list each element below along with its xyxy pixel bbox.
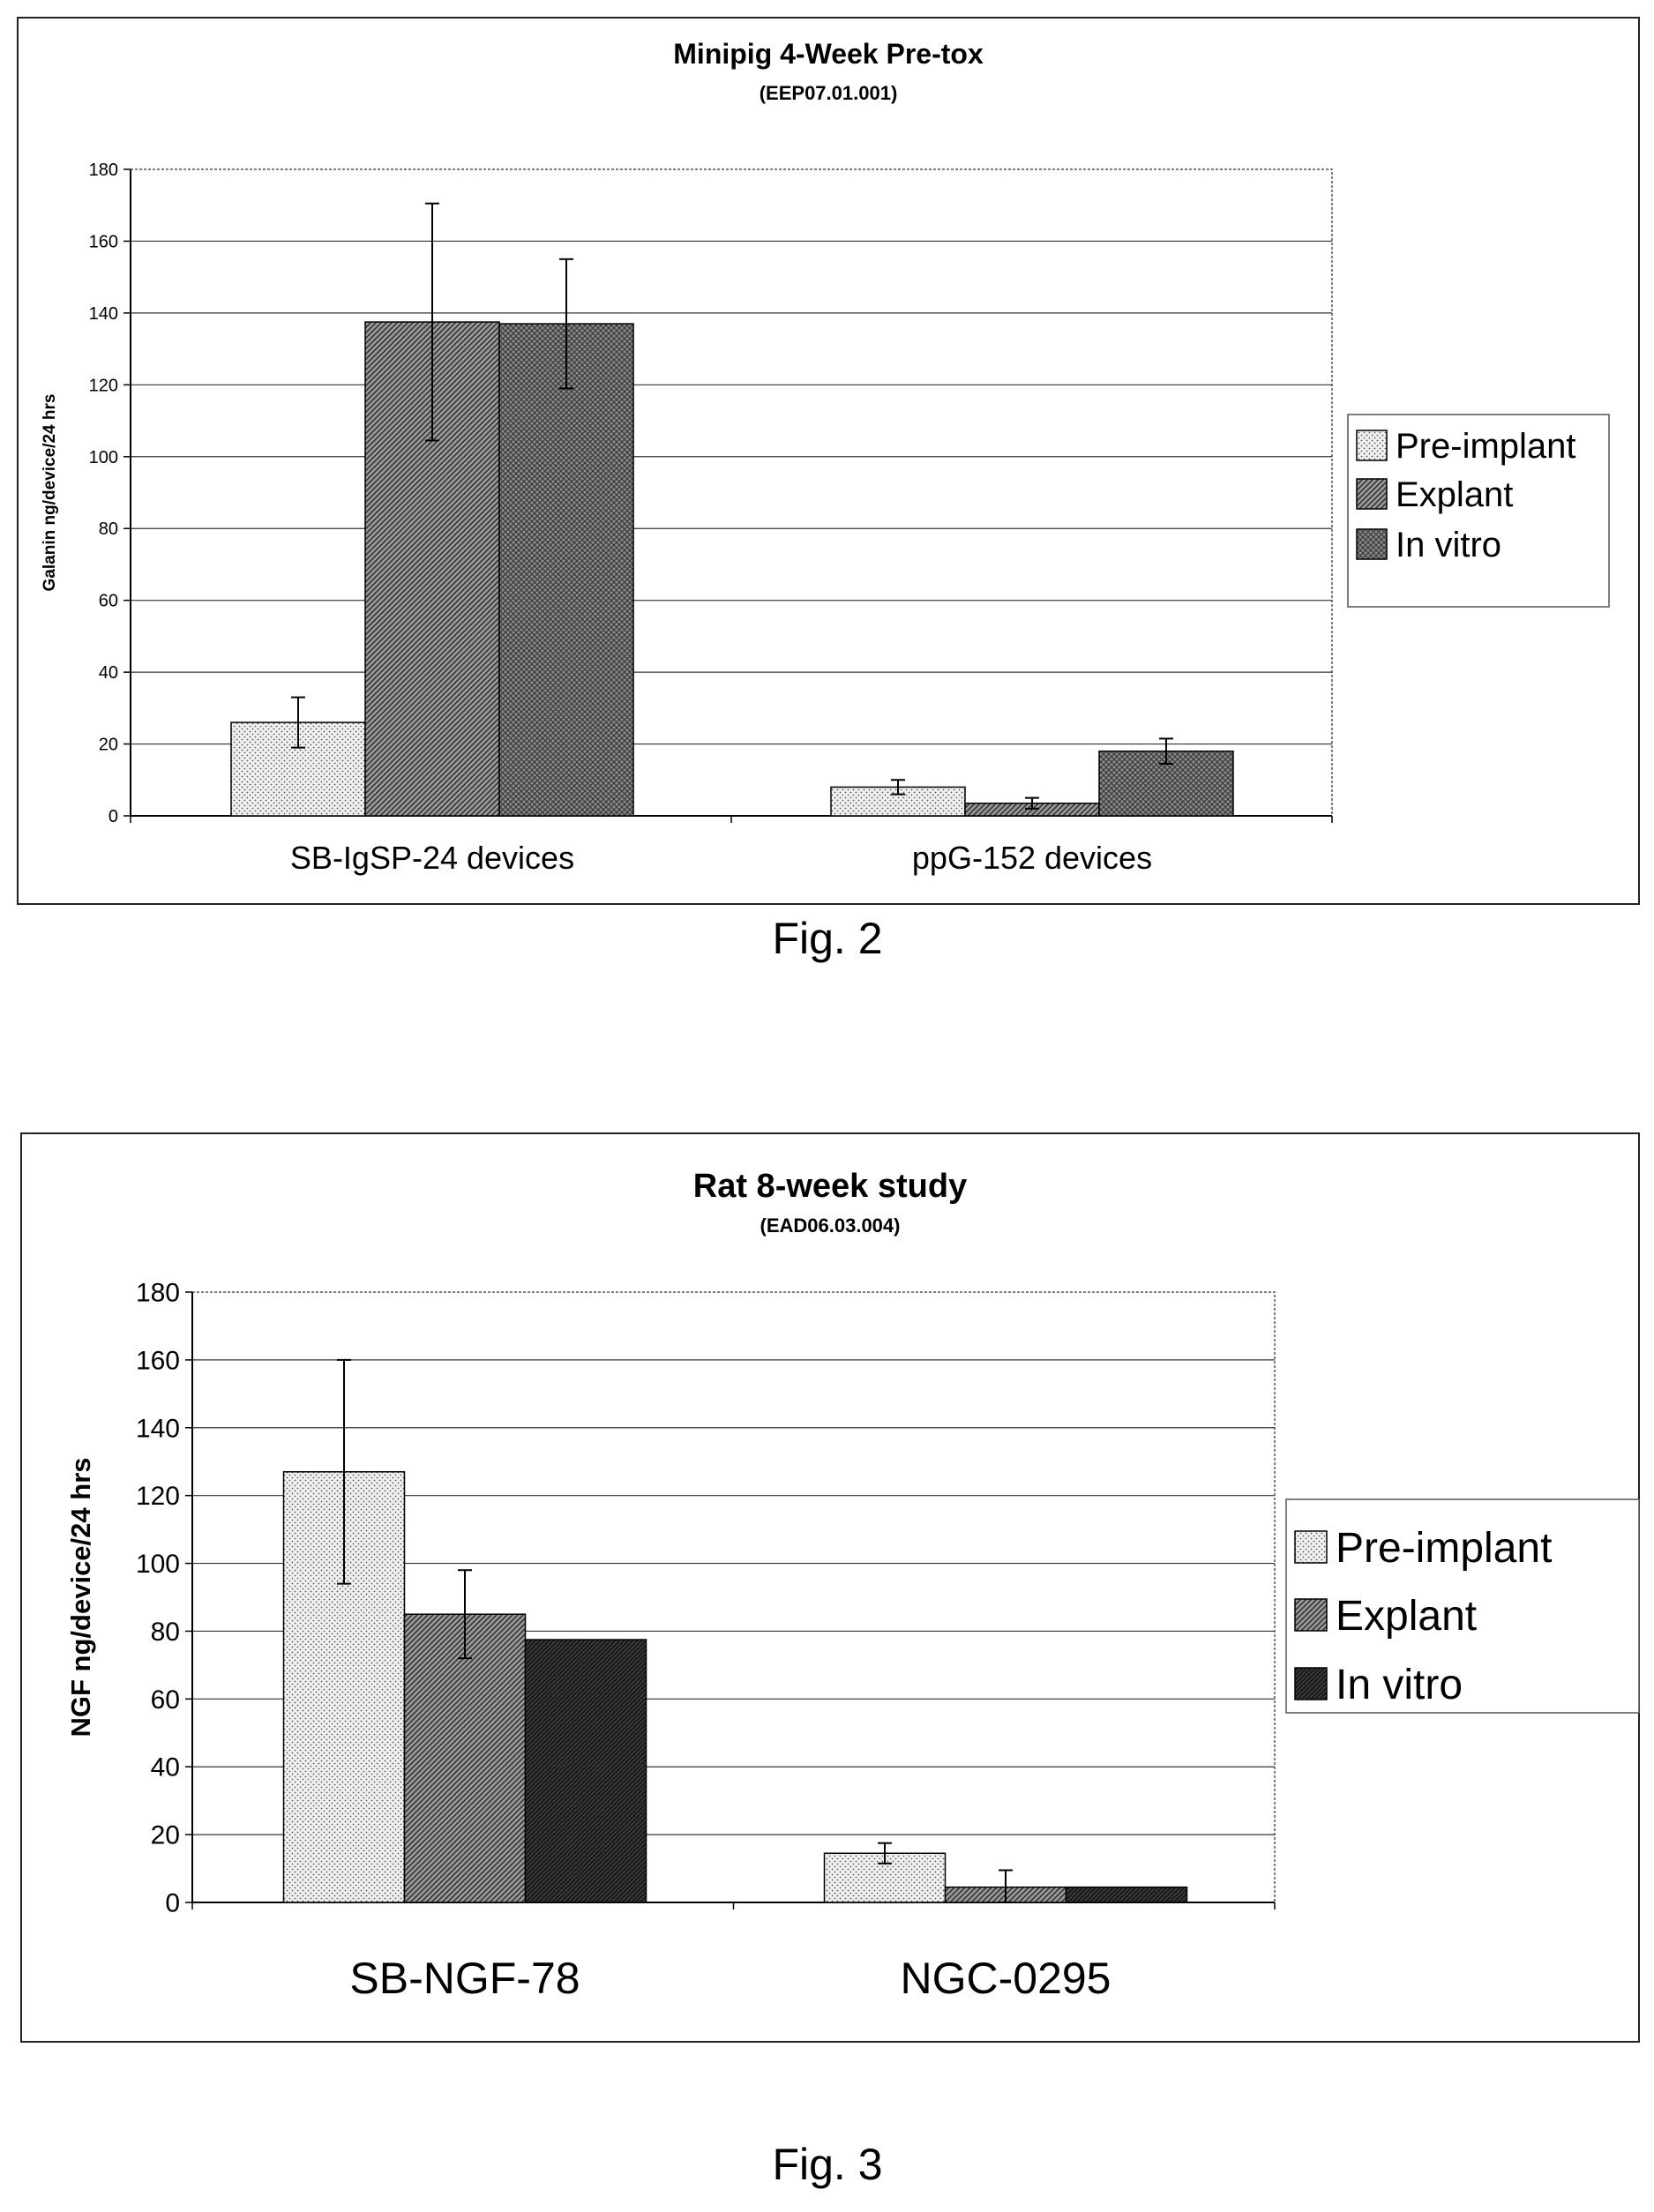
category-label: ppG-152 devices: [912, 840, 1152, 876]
bar: [524, 1639, 647, 1903]
legend-label: Pre-implant: [1396, 427, 1576, 466]
y-axis-label: NGF ng/device/24 hrs: [65, 1458, 96, 1737]
y-tick-label: 160: [136, 1346, 180, 1375]
legend-swatch: [1294, 1530, 1328, 1564]
y-tick-label: 60: [151, 1685, 180, 1715]
category-label: SB-IgSP-24 devices: [290, 840, 574, 876]
y-tick-label: 180: [136, 1279, 180, 1308]
legend-swatch: [1294, 1667, 1328, 1700]
figure-caption-1: Fig. 2: [772, 914, 883, 963]
y-tick-label: 160: [89, 232, 118, 251]
y-tick-label: 20: [99, 736, 118, 755]
y-tick-label: 140: [89, 304, 118, 324]
y-tick-label: 80: [99, 519, 118, 539]
category-label: SB-NGF-78: [349, 1954, 580, 2003]
legend-label: In vitro: [1396, 526, 1501, 564]
bar: [498, 323, 634, 817]
y-tick-label: 80: [151, 1618, 180, 1647]
legend-label: Explant: [1396, 475, 1513, 514]
legend-label: Pre-implant: [1336, 1525, 1552, 1572]
y-tick-label: 180: [89, 161, 118, 180]
legend-swatch: [1356, 478, 1388, 510]
legend-swatch: [1356, 528, 1388, 560]
legend-box: [1347, 414, 1610, 608]
y-tick-label: 20: [151, 1821, 180, 1850]
plot-area: [130, 168, 1333, 817]
y-tick-label: 60: [99, 592, 118, 611]
chart-1: Minipig 4-Week Pre-tox (EEP07.01.001) 0 20 4…: [17, 17, 1640, 905]
category-label: NGC-0295: [901, 1954, 1111, 2003]
y-tick-label: 120: [136, 1482, 180, 1511]
y-tick-label: 140: [136, 1414, 180, 1443]
y-tick-label: 40: [99, 663, 118, 683]
y-tick-label: 100: [136, 1550, 180, 1579]
y-tick-label: 100: [89, 448, 118, 467]
chart-title: Minipig 4-Week Pre-tox: [673, 38, 984, 70]
y-tick-label: 0: [165, 1889, 180, 1918]
figure-caption-2: Fig. 3: [772, 2140, 883, 2189]
chart-title: Rat 8-week study: [693, 1168, 967, 1205]
bar: [403, 1613, 527, 1903]
legend-label: Explant: [1336, 1593, 1477, 1640]
y-tick-label: 120: [89, 376, 118, 395]
legend-swatch: [1356, 430, 1388, 461]
legend-label: In vitro: [1336, 1662, 1463, 1708]
chart-subtitle: (EEP07.01.001): [760, 82, 898, 104]
y-axis-label: Galanin ng/device/24 hrs: [41, 394, 59, 592]
y-tick-label: 0: [109, 807, 118, 826]
bar: [1065, 1886, 1188, 1903]
chart-subtitle: (EAD06.03.004): [760, 1214, 901, 1237]
legend-swatch: [1294, 1598, 1328, 1632]
legend-box: [1285, 1498, 1640, 1714]
y-tick-label: 40: [151, 1753, 180, 1782]
chart-2: Rat 8-week study (EAD06.03.004) 0 20 40 60 80 1…: [20, 1132, 1640, 2043]
bar: [364, 321, 500, 817]
